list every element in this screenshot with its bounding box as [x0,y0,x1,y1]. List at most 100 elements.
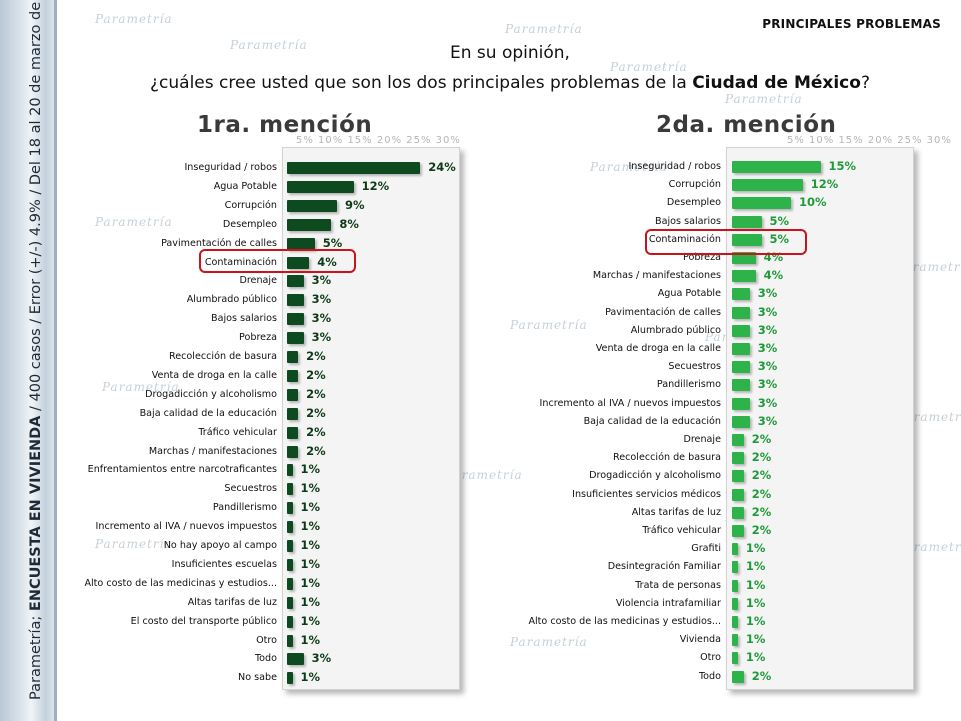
first-mention-value-label: 1% [300,519,321,534]
first-mention-bar [287,521,293,534]
first-mention-value-label: 2% [306,386,326,401]
first-mention-category-label: Alumbrado público [186,294,277,306]
first-mention-bar [287,180,354,193]
second-mention-category-label: Bajos salarios [655,215,721,227]
first-mention-value-label: 3% [311,330,332,345]
second-mention-category-label: Altas tarifas de luz [631,506,721,518]
second-mention-bar [732,306,750,319]
watermark-text: Parametría [95,537,173,551]
first-mention-bar [287,369,299,382]
second-mention-bar [732,561,738,574]
second-mention-category-label: Trata de personas [635,579,721,591]
second-mention-value-label: 3% [757,359,778,374]
first-mention-bar [287,162,421,174]
second-mention-value-label: 2% [751,504,772,519]
second-mention-bar [732,252,756,264]
first-mention-value-label: 2% [306,367,326,382]
second-mention-bar [732,543,738,556]
watermark-text: Parametría [510,635,588,649]
first-mention-value-label: 5% [322,235,343,250]
second-mention-category-label: Alumbrado público [630,324,721,336]
second-mention-value-label: 2% [751,668,772,683]
first-mention-bar [287,558,293,571]
second-mention-category-label: Pobreza [683,252,721,263]
first-mention-value-label: 2% [306,424,326,439]
second-mention-category-label: Inseguridad / robos [628,161,721,172]
second-mention-value-label: 1% [745,650,766,665]
second-mention-value-label: 2% [751,486,772,501]
first-mention-value-label: 12% [361,178,390,193]
second-mention-value-label: 3% [757,304,778,319]
second-mention-bar [732,233,762,246]
first-mention-bar [287,653,304,666]
first-mention-bar [287,313,304,326]
first-mention-category-label: Insuficientes escuelas [171,558,277,570]
first-mention-category-label: Tráfico vehicular [198,426,277,438]
second-mention-scale-ticks: 5% 10% 15% 20% 25% 30% [787,135,952,146]
watermark-text: Parametría [510,318,588,332]
second-mention-bar [732,197,791,210]
first-mention-category-label: Inseguridad / robos [184,162,277,173]
first-mention-bar [287,502,293,515]
first-mention-category-label: Alto costo de las medicinas y estudios..… [84,577,277,589]
first-mention-category-label: Agua Potable [213,180,277,192]
first-mention-value-label: 8% [339,216,359,231]
first-mention-category-label: No sabe [238,672,277,684]
second-mention-bar [732,397,750,410]
second-mention-value-label: 1% [745,632,766,647]
second-mention-category-label: Todo [698,670,721,682]
watermark-text: Parametría [445,468,523,482]
second-mention-category-label: Alto costo de las medicinas y estudios..… [528,616,721,627]
first-mention-bar [287,615,293,628]
first-mention-value-label: 3% [311,292,332,307]
second-mention-category-label: Desempleo [666,197,721,209]
second-mention-category-label: Drogadicción y alcoholismo [589,470,721,482]
first-mention-value-label: 9% [344,197,365,212]
second-mention-value-label: 2% [751,523,772,537]
first-mention-value-label: 1% [300,632,321,647]
first-mention-value-label: 1% [300,500,321,515]
second-mention-bar [732,452,744,465]
second-mention-value-label: 2% [751,468,772,483]
first-mention-bar [287,351,299,363]
first-mention-bar [287,388,299,401]
first-mention-title: 1ra. mención [197,112,373,138]
first-mention-value-label: 2% [306,405,326,420]
first-mention-value-label: 1% [300,462,321,477]
side-decoration [0,0,57,721]
second-mention-category-label: Desintegración Familiar [607,561,721,573]
first-mention-bar [287,464,293,477]
first-mention-scale-ticks: 5% 10% 15% 20% 25% 30% [296,135,461,146]
second-mention-bar [732,506,744,519]
second-mention-bar [732,324,750,337]
watermark-text: Parametría [725,92,803,106]
first-mention-bar [287,445,299,458]
first-mention-category-label: Baja calidad de la educación [139,407,277,419]
first-mention-category-label: No hay apoyo al campo [163,540,277,551]
second-mention-category-label: Violencia intrafamiliar [615,597,721,609]
second-mention-value-label: 3% [757,395,778,410]
first-mention-value-label: 1% [300,575,321,590]
second-mention-bar [732,634,738,647]
second-mention-category-label: Corrupción [668,179,721,191]
second-mention-value-label: 5% [769,213,790,228]
second-mention-category-label: Incremento al IVA / nuevos impuestos [539,397,721,409]
first-mention-value-label: 3% [311,651,332,666]
first-mention-category-label: Drenaje [239,275,277,287]
second-mention-bar [732,670,744,683]
watermark-text: Parametría [102,380,180,394]
second-mention-bar [732,434,744,446]
second-mention-value-label: 2% [751,450,772,465]
first-mention-bar [287,672,293,685]
first-mention-category-label: Incremento al IVA / nuevos impuestos [95,521,277,533]
section-tag: PRINCIPALES PROBLEMAS [762,17,941,31]
first-mention-category-label: Pobreza [239,332,277,344]
second-mention-value-label: 10% [799,195,827,210]
highlight-box-first-contaminacion [199,249,356,273]
second-mention-category-label: Otro [700,652,721,664]
first-mention-category-label: Otro [256,634,277,646]
watermark-text: Parametría [95,215,173,229]
second-mention-category-label: Baja calidad de la educación [583,415,721,427]
highlight-box-second-contaminacion [645,229,807,255]
second-mention-category-label: Drenaje [683,434,721,445]
